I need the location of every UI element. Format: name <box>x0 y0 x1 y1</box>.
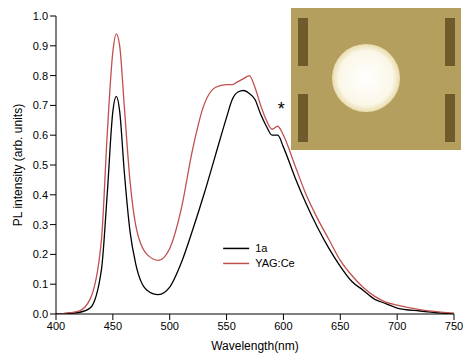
svg-text:0.1: 0.1 <box>33 278 48 290</box>
svg-text:0.3: 0.3 <box>33 219 48 231</box>
svg-text:0.4: 0.4 <box>33 189 48 201</box>
svg-text:600: 600 <box>274 320 292 332</box>
svg-text:450: 450 <box>104 320 122 332</box>
svg-text:0.9: 0.9 <box>33 40 48 52</box>
svg-text:750: 750 <box>445 320 463 332</box>
svg-text:*: * <box>278 99 285 119</box>
svg-text:1a: 1a <box>255 242 268 254</box>
svg-text:500: 500 <box>161 320 179 332</box>
svg-text:PL intensity (arb. units): PL intensity (arb. units) <box>11 104 25 226</box>
svg-text:0.2: 0.2 <box>33 248 48 260</box>
svg-text:0.6: 0.6 <box>33 129 48 141</box>
svg-text:1.0: 1.0 <box>33 10 48 22</box>
svg-text:YAG:Ce: YAG:Ce <box>255 257 295 269</box>
svg-text:0.7: 0.7 <box>33 99 48 111</box>
svg-text:550: 550 <box>217 320 235 332</box>
svg-text:400: 400 <box>47 320 65 332</box>
svg-text:Wavelength(nm): Wavelength(nm) <box>211 339 299 353</box>
svg-text:0.5: 0.5 <box>33 159 48 171</box>
svg-text:0.0: 0.0 <box>33 308 48 320</box>
svg-text:650: 650 <box>331 320 349 332</box>
svg-text:0.8: 0.8 <box>33 70 48 82</box>
svg-text:700: 700 <box>388 320 406 332</box>
